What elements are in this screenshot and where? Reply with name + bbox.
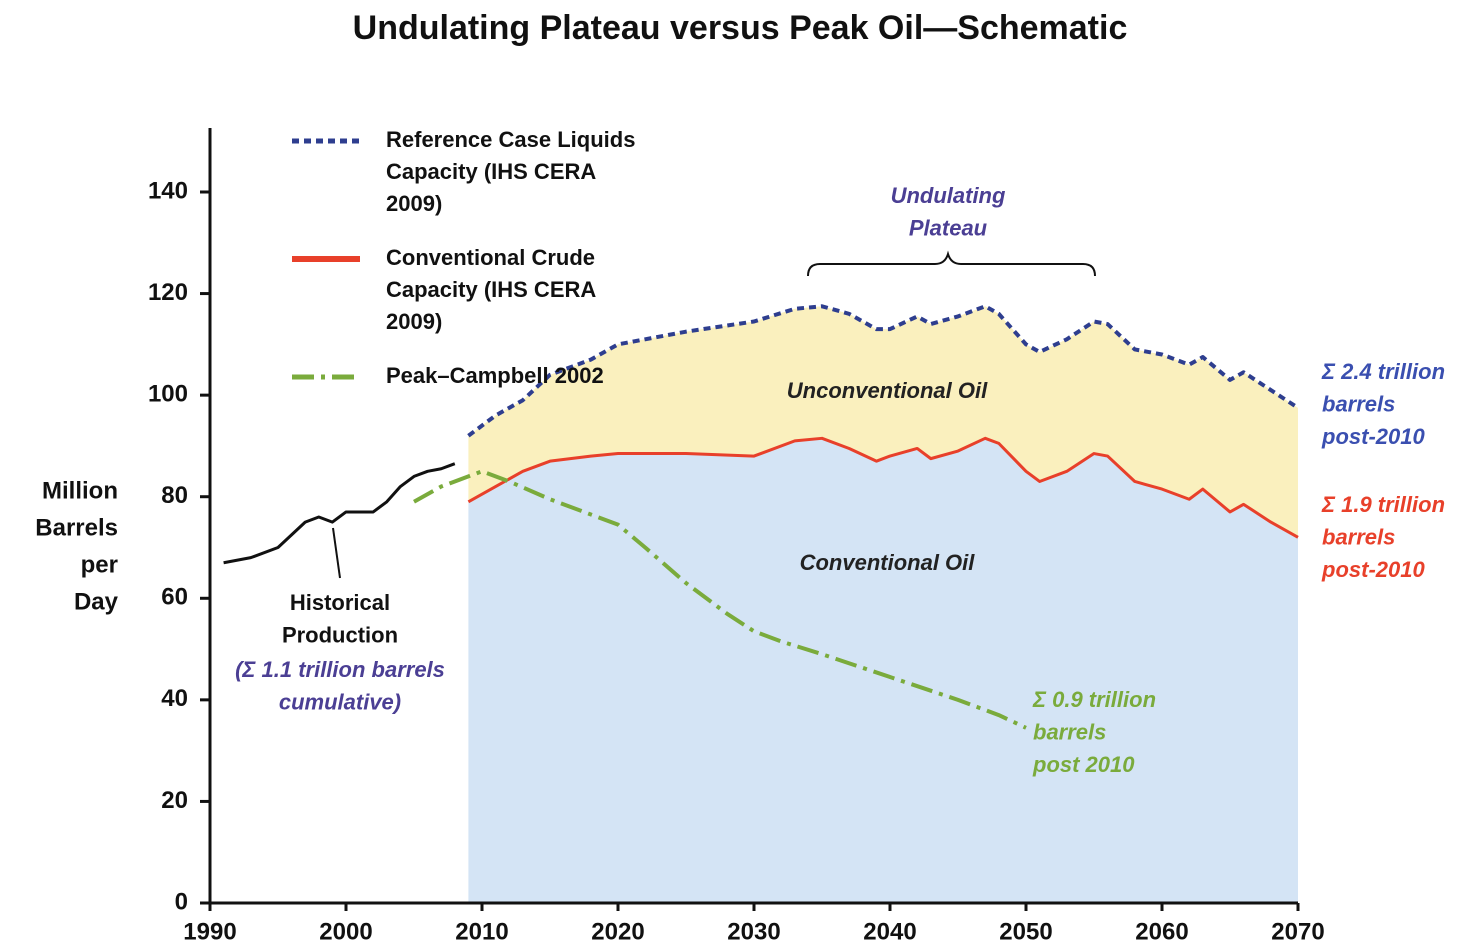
annotation: Historical <box>290 590 390 615</box>
x-tick-label: 2010 <box>455 918 508 945</box>
y-tick-label: 40 <box>161 685 188 712</box>
bracket <box>807 250 1096 277</box>
lines <box>223 304 1300 730</box>
y-tick-label: 80 <box>161 482 188 509</box>
legend-label-line: Capacity (IHS CERA <box>386 277 596 302</box>
annotation: barrels <box>1322 391 1395 416</box>
series-line <box>413 469 1027 730</box>
annotation: Unconventional Oil <box>787 378 988 403</box>
legend-label: Reference Case Liquids Capacity (IHS CERA… <box>386 127 635 216</box>
x-tick-label: 2040 <box>863 918 916 945</box>
y-axis-label: per <box>81 551 118 578</box>
series-line <box>467 304 1300 438</box>
annotation: post 2010 <box>1032 752 1135 777</box>
legend-label: Conventional Crude Capacity (IHS CERA 2009… <box>386 245 596 334</box>
y-tick-label: 0 <box>175 888 188 915</box>
legend-label-line: Conventional Crude <box>386 245 595 270</box>
x-tick-label: 2000 <box>319 918 372 945</box>
pointer-line <box>332 527 341 579</box>
y-tick-label: 100 <box>148 380 188 407</box>
y-axis-label: Day <box>74 588 119 615</box>
x-tick-label: 1990 <box>183 918 236 945</box>
annotation: Production <box>282 622 398 647</box>
area <box>468 438 1298 903</box>
annotation: post-2010 <box>1321 424 1425 449</box>
y-tick-label: 140 <box>148 177 188 204</box>
legend-label-line: Peak–Campbell 2002 <box>386 363 604 388</box>
annotation: cumulative) <box>279 689 401 714</box>
annotation: barrels <box>1322 524 1395 549</box>
series-line <box>223 462 456 565</box>
chart-title: Undulating Plateau versus Peak Oil—Schem… <box>353 9 1128 47</box>
annotation: Σ 1.9 trillion <box>1321 492 1445 517</box>
area <box>468 306 1298 538</box>
x-tick-label: 2050 <box>999 918 1052 945</box>
annotation: Σ 2.4 trillion <box>1321 359 1445 384</box>
y-tick-label: 60 <box>161 584 188 611</box>
annotation: Plateau <box>909 215 988 240</box>
legend-label-line: 2009) <box>386 309 442 334</box>
x-tick-label: 2030 <box>727 918 780 945</box>
x-tick-label: 2070 <box>1271 918 1324 945</box>
series-line <box>467 436 1299 539</box>
x-tick-label: 2060 <box>1135 918 1188 945</box>
annotation: barrels <box>1033 719 1106 744</box>
legend-label-line: Capacity (IHS CERA <box>386 159 596 184</box>
y-axis-label: Million <box>42 477 118 504</box>
x-tick-label: 2020 <box>591 918 644 945</box>
legend-label: Peak–Campbell 2002 <box>386 363 604 388</box>
annotation: Undulating <box>891 183 1006 208</box>
annotation: Σ 0.9 trillion <box>1032 687 1156 712</box>
y-tick-label: 120 <box>148 279 188 306</box>
areas <box>468 306 1298 903</box>
y-tick-label: 20 <box>161 787 188 814</box>
annotation: Conventional Oil <box>800 550 976 575</box>
annotation: post-2010 <box>1321 557 1425 582</box>
annotation: (Σ 1.1 trillion barrels <box>235 657 445 682</box>
legend-label-line: Reference Case Liquids <box>386 127 635 152</box>
legend-label-line: 2009) <box>386 191 442 216</box>
y-axis-label: Barrels <box>35 514 118 541</box>
